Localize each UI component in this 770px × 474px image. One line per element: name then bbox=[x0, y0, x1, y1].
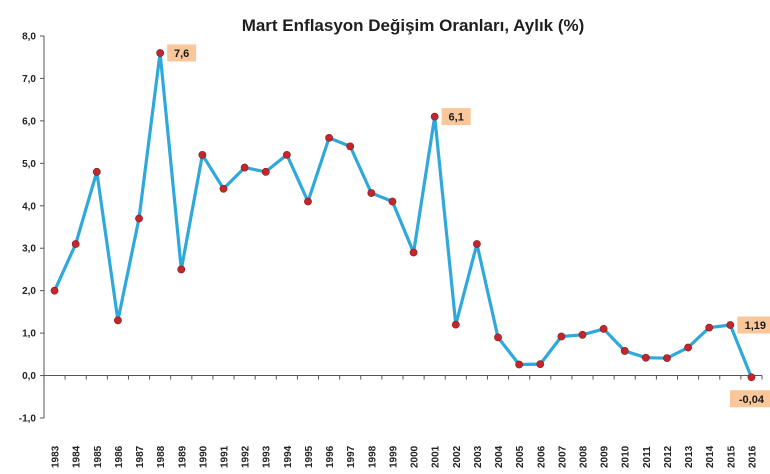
y-tick-label: 1,0 bbox=[22, 329, 36, 340]
x-tick-label: 2016 bbox=[747, 445, 758, 468]
data-point bbox=[261, 167, 270, 176]
y-tick-label: -1,0 bbox=[19, 414, 37, 425]
x-tick-label: 2012 bbox=[663, 445, 674, 468]
x-tick-label: 2007 bbox=[557, 445, 568, 468]
data-point bbox=[451, 320, 460, 329]
data-point bbox=[135, 214, 143, 223]
data-point bbox=[705, 323, 714, 332]
data-label: 6,1 bbox=[449, 112, 464, 124]
data-point bbox=[557, 332, 566, 341]
x-tick-label: 1999 bbox=[388, 445, 399, 468]
x-tick-label: 1993 bbox=[262, 445, 273, 468]
data-point bbox=[515, 360, 524, 369]
data-point bbox=[494, 333, 502, 342]
data-label: -0,04 bbox=[739, 394, 765, 406]
x-tick-label: 2001 bbox=[431, 445, 442, 468]
data-point bbox=[409, 248, 418, 257]
x-tick-label: 2002 bbox=[452, 445, 463, 468]
data-point bbox=[620, 347, 629, 355]
y-tick-label: 5,0 bbox=[22, 159, 36, 170]
data-point bbox=[92, 167, 101, 176]
x-tick-label: 1985 bbox=[93, 445, 104, 468]
x-tick-label: 2000 bbox=[410, 445, 421, 468]
x-tick-label: 2010 bbox=[621, 445, 632, 468]
data-point bbox=[240, 163, 249, 172]
x-tick-label: 1983 bbox=[51, 445, 62, 468]
x-tick-label: 2014 bbox=[705, 445, 716, 468]
x-tick-label: 1986 bbox=[114, 445, 125, 468]
data-point bbox=[684, 343, 692, 352]
x-tick-label: 1995 bbox=[304, 445, 315, 468]
x-tick-label: 2013 bbox=[684, 445, 695, 468]
y-tick-label: 8,0 bbox=[22, 32, 36, 43]
data-point bbox=[156, 49, 165, 57]
data-point bbox=[599, 324, 608, 333]
data-point bbox=[663, 354, 671, 363]
x-tick-label: 2015 bbox=[726, 445, 737, 468]
data-label-box bbox=[737, 316, 770, 334]
y-axis-ticks: -1,0 0,0 1,0 2,0 3,0 4,0 5,0 6,0 7,0 8,0 bbox=[19, 32, 44, 425]
x-tick-label: 1996 bbox=[325, 445, 336, 468]
data-point bbox=[346, 142, 355, 151]
data-point bbox=[726, 321, 735, 329]
x-tick-label: 1991 bbox=[220, 445, 231, 468]
data-point bbox=[536, 360, 545, 368]
x-tick-label: 1998 bbox=[367, 445, 378, 468]
x-tick-label: 2004 bbox=[494, 445, 505, 468]
x-tick-label: 1992 bbox=[241, 445, 252, 468]
data-label-box bbox=[441, 108, 471, 126]
data-point bbox=[50, 286, 59, 295]
data-point bbox=[114, 316, 122, 325]
series-markers bbox=[50, 49, 756, 382]
y-tick-label: 0,0 bbox=[22, 371, 36, 382]
series-line-group bbox=[53, 51, 753, 378]
x-tick-label: 1987 bbox=[135, 445, 146, 468]
x-tick-label: 2003 bbox=[473, 445, 484, 468]
data-point bbox=[304, 197, 312, 206]
data-point bbox=[473, 240, 481, 248]
x-tick-label: 1994 bbox=[283, 445, 294, 468]
data-labels: 7,6 6,1 1,19 -0,04 bbox=[167, 44, 770, 408]
x-tick-label: 2011 bbox=[642, 446, 653, 468]
data-point bbox=[747, 373, 756, 382]
x-tick-label: 1997 bbox=[346, 445, 357, 468]
data-point bbox=[388, 197, 397, 206]
series-line bbox=[53, 51, 753, 378]
chart-title: Mart Enflasyon Değişim Oranları, Aylık (… bbox=[242, 16, 585, 35]
x-tick-label: 1989 bbox=[177, 445, 188, 468]
y-tick-label: 2,0 bbox=[22, 286, 36, 297]
data-label: 7,6 bbox=[174, 48, 189, 60]
x-tick-label: 1990 bbox=[198, 445, 209, 468]
data-label-box bbox=[167, 44, 197, 62]
x-axis-ticks: 1983 1984 1985 1986 1987 1988 1989 1990 1991 1992… bbox=[43, 375, 763, 468]
data-point bbox=[282, 150, 291, 159]
data-point bbox=[430, 112, 439, 121]
x-tick-label: 2008 bbox=[579, 445, 590, 468]
y-tick-label: 6,0 bbox=[22, 116, 36, 127]
x-tick-label: 1988 bbox=[156, 445, 167, 468]
x-tick-label: 1984 bbox=[72, 445, 83, 468]
x-tick-label: 2006 bbox=[536, 445, 547, 468]
x-tick-label: 2009 bbox=[600, 445, 611, 468]
data-point bbox=[71, 240, 80, 248]
x-tick-label: 2005 bbox=[515, 445, 526, 468]
data-label: 1,19 bbox=[745, 320, 766, 332]
data-label-box bbox=[729, 390, 770, 408]
data-point bbox=[325, 133, 333, 142]
data-point bbox=[219, 184, 228, 193]
y-tick-label: 7,0 bbox=[22, 74, 36, 85]
data-point bbox=[641, 353, 650, 362]
data-point bbox=[177, 265, 186, 274]
y-tick-label: 4,0 bbox=[22, 201, 36, 212]
data-point bbox=[578, 330, 587, 339]
data-point bbox=[367, 189, 376, 197]
data-point bbox=[198, 150, 207, 159]
y-tick-label: 3,0 bbox=[22, 244, 36, 255]
